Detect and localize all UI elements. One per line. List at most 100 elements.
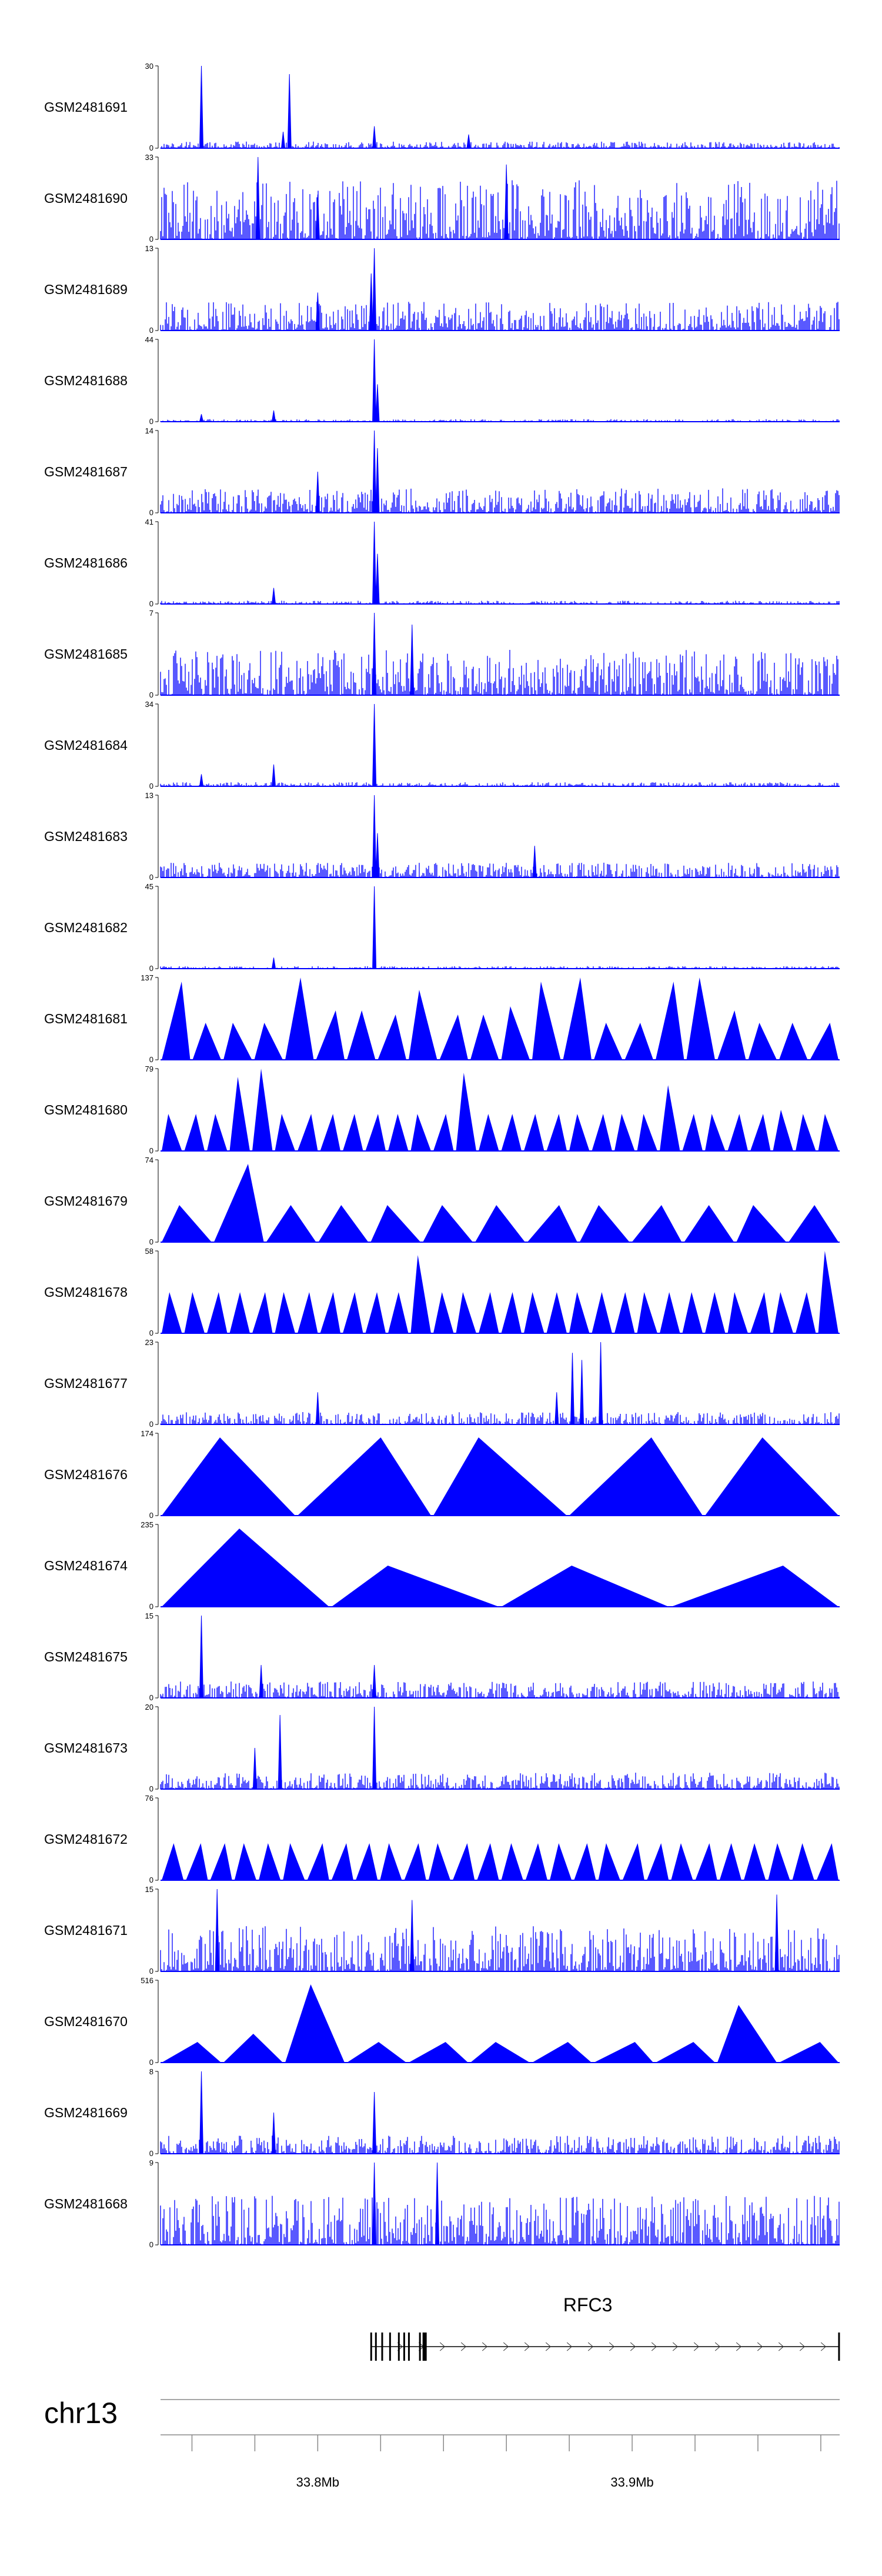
signal-triangle	[773, 1292, 793, 1333]
track-gsm2481677: GSM2481677 23 0	[44, 1338, 840, 1429]
track-gsm2481675: GSM2481675 15 0	[44, 1611, 840, 1702]
signal-triangle	[818, 1114, 838, 1151]
signal-peak	[199, 1615, 204, 1699]
signal-triangle	[210, 1843, 232, 1880]
strand-arrow	[460, 2342, 467, 2351]
signal-triangle	[660, 1292, 680, 1333]
signal-triangle	[433, 1114, 454, 1151]
y-min-label: 0	[149, 782, 153, 790]
signal-triangle	[404, 1843, 426, 1880]
signal-triangle	[705, 1292, 726, 1333]
signal-triangle	[184, 1292, 205, 1333]
signal-peak	[372, 1664, 377, 1699]
signal-noise	[160, 650, 838, 695]
signal-triangle	[252, 1069, 273, 1151]
y-max-label: 174	[141, 1429, 153, 1438]
track-label: GSM2481675	[44, 1649, 128, 1664]
signal-triangle	[736, 1205, 787, 1242]
strand-arrow	[820, 2342, 827, 2351]
y-min-label: 0	[149, 2149, 153, 2158]
signal-triangle	[750, 1292, 771, 1333]
signal-triangle	[717, 2005, 777, 2063]
signal-triangle	[524, 1114, 544, 1151]
signal-peak	[271, 957, 276, 969]
gene-exon	[419, 2333, 421, 2361]
signal-triangle	[796, 1114, 816, 1151]
signal-triangle	[298, 1292, 318, 1333]
track-gsm2481684: GSM2481684 34 0	[44, 700, 840, 790]
signal-triangle	[162, 1843, 184, 1880]
track-gsm2481674: GSM2481674 235 0	[44, 1520, 840, 1611]
track-label: GSM2481681	[44, 1011, 128, 1026]
signal-triangle	[768, 1843, 790, 1880]
signal-triangle	[439, 1015, 468, 1060]
signal-noise	[160, 600, 840, 604]
signal-triangle	[598, 1843, 620, 1880]
signal-peak	[372, 521, 377, 605]
signal-noise	[160, 2135, 840, 2154]
signal-triangle	[682, 1292, 703, 1333]
y-max-label: 8	[149, 2067, 153, 2076]
y-max-label: 44	[145, 335, 153, 344]
signal-noise	[160, 302, 840, 331]
signal-noise	[160, 966, 838, 969]
track-gsm2481686: GSM2481686 41 0	[44, 518, 840, 608]
signal-triangle	[671, 1843, 693, 1880]
y-max-label: 14	[145, 426, 153, 435]
signal-triangle	[569, 1114, 590, 1151]
signal-triangle	[717, 1010, 746, 1060]
signal-triangle	[453, 1843, 475, 1880]
signal-triangle	[192, 1023, 221, 1060]
y-min-label: 0	[149, 235, 153, 243]
y-max-label: 76	[145, 1794, 153, 1803]
gene-exon	[381, 2333, 383, 2361]
signal-triangle	[433, 1292, 454, 1333]
strand-arrow	[736, 2342, 742, 2351]
signal-triangle	[320, 1292, 340, 1333]
signal-triangle	[162, 1205, 212, 1242]
signal-triangle	[546, 1292, 567, 1333]
y-min-label: 0	[149, 1967, 153, 1976]
y-min-label: 0	[149, 1146, 153, 1155]
signal-peak	[532, 846, 537, 878]
signal-triangle	[796, 1292, 816, 1333]
y-max-label: 235	[141, 1520, 153, 1529]
signal-triangle	[331, 1566, 499, 1607]
strand-arrow	[503, 2342, 509, 2351]
signal-triangle	[370, 1205, 421, 1242]
signal-triangle	[532, 2042, 592, 2063]
track-label: GSM2481680	[44, 1102, 128, 1117]
track-label: GSM2481686	[44, 555, 128, 570]
track-label: GSM2481682	[44, 920, 128, 935]
track-gsm2481687: GSM2481687 14 0	[44, 426, 840, 517]
track-label: GSM2481689	[44, 282, 128, 297]
signal-triangle	[594, 1023, 623, 1060]
axis-tick-label: 33.9Mb	[610, 2475, 653, 2490]
gene-exon	[370, 2333, 372, 2361]
gene-exon	[838, 2333, 840, 2361]
strand-arrow	[799, 2342, 806, 2351]
signal-noise	[160, 180, 840, 239]
track-label: GSM2481677	[44, 1376, 128, 1391]
signal-triangle	[229, 1292, 250, 1333]
track-label: GSM2481688	[44, 373, 128, 388]
strand-arrow	[566, 2342, 573, 2351]
signal-triangle	[550, 1843, 572, 1880]
track-gsm2481673: GSM2481673 20 0	[44, 1703, 840, 1793]
y-min-label: 0	[149, 690, 153, 699]
signal-triangle	[546, 1114, 567, 1151]
signal-triangle	[285, 977, 314, 1060]
tracks-layer: GSM2481691300GSM2481690330GSM2481689130G…	[44, 62, 840, 2249]
signal-peak	[375, 553, 380, 605]
track-gsm2481678: GSM2481678 58 0	[44, 1247, 840, 1337]
y-max-label: 23	[145, 1338, 153, 1347]
track-label: GSM2481683	[44, 829, 128, 844]
signal-triangle	[779, 1023, 808, 1060]
signal-peak	[315, 194, 320, 240]
signal-triangle	[275, 1292, 295, 1333]
signal-triangle	[532, 982, 561, 1060]
track-label: GSM2481687	[44, 464, 128, 479]
signal-triangle	[365, 1292, 386, 1333]
strand-arrow	[651, 2342, 657, 2351]
signal-triangle	[223, 2034, 283, 2063]
